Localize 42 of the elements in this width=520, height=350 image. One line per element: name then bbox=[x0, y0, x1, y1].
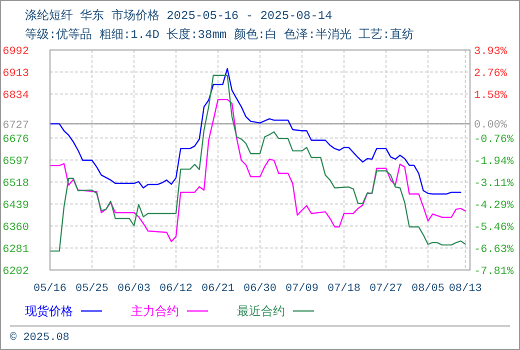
y-tick-label: 6360 bbox=[2, 222, 29, 234]
y-tick-label: 6992 bbox=[2, 46, 29, 58]
legend-label: 主力合约 bbox=[131, 304, 179, 319]
y2-tick-label: -5.46% bbox=[474, 222, 514, 234]
x-tick-label: 05/25 bbox=[75, 283, 109, 295]
line-series bbox=[49, 98, 466, 242]
chart-title: 涤纶短纤 华东 市场价格 2025-05-16 - 2025-08-14 bbox=[25, 8, 332, 23]
y-tick-label: 6518 bbox=[2, 178, 29, 190]
y2-tick-label: -4.29% bbox=[474, 200, 514, 212]
x-tick-label: 05/16 bbox=[33, 283, 67, 295]
chart-subtitle: 等级:优等品 粗细:1.4D 长度:38mm 颜色:白 色泽:半消光 工艺:直纺 bbox=[25, 27, 414, 42]
legend-label: 现货价格 bbox=[25, 305, 73, 319]
y2-tick-label: -3.11% bbox=[474, 178, 514, 190]
y-tick-label: 6202 bbox=[2, 266, 29, 278]
y2-tick-label: 1.58% bbox=[474, 90, 508, 102]
x-tick-label: 06/21 bbox=[201, 283, 235, 295]
x-tick-label: 07/27 bbox=[369, 283, 403, 295]
y-tick-label: 6834 bbox=[2, 90, 30, 102]
y2-tick-label: -1.94% bbox=[474, 156, 514, 168]
y2-tick-label: 0.00% bbox=[474, 120, 508, 132]
y2-tick-label: -7.81% bbox=[474, 266, 514, 278]
y2-tick-label: -0.76% bbox=[474, 134, 514, 146]
legend-label: 最近合约 bbox=[237, 305, 285, 319]
x-tick-label: 08/13 bbox=[448, 283, 482, 295]
y2-tick-label: -6.63% bbox=[474, 244, 514, 256]
text: © 2025.08 bbox=[10, 332, 70, 344]
x-tick-label: 06/30 bbox=[243, 283, 277, 295]
x-tick-label: 06/12 bbox=[159, 283, 193, 295]
x-tick-label: 06/03 bbox=[117, 283, 151, 295]
y-tick-label: 6913 bbox=[2, 68, 29, 80]
y-tick-label: 6727 bbox=[2, 120, 29, 132]
x-tick-label: 07/18 bbox=[327, 283, 361, 295]
y-tick-label: 6597 bbox=[2, 156, 29, 168]
y2-tick-label: 3.93% bbox=[474, 46, 508, 58]
line-series bbox=[49, 74, 466, 252]
line-series bbox=[49, 68, 462, 195]
y-tick-label: 6676 bbox=[2, 134, 29, 146]
y-tick-label: 6439 bbox=[2, 200, 29, 212]
x-tick-label: 07/09 bbox=[285, 283, 319, 295]
y-tick-label: 6281 bbox=[2, 244, 30, 256]
x-tick-label: 08/05 bbox=[411, 283, 445, 295]
y2-tick-label: 2.76% bbox=[474, 68, 508, 80]
